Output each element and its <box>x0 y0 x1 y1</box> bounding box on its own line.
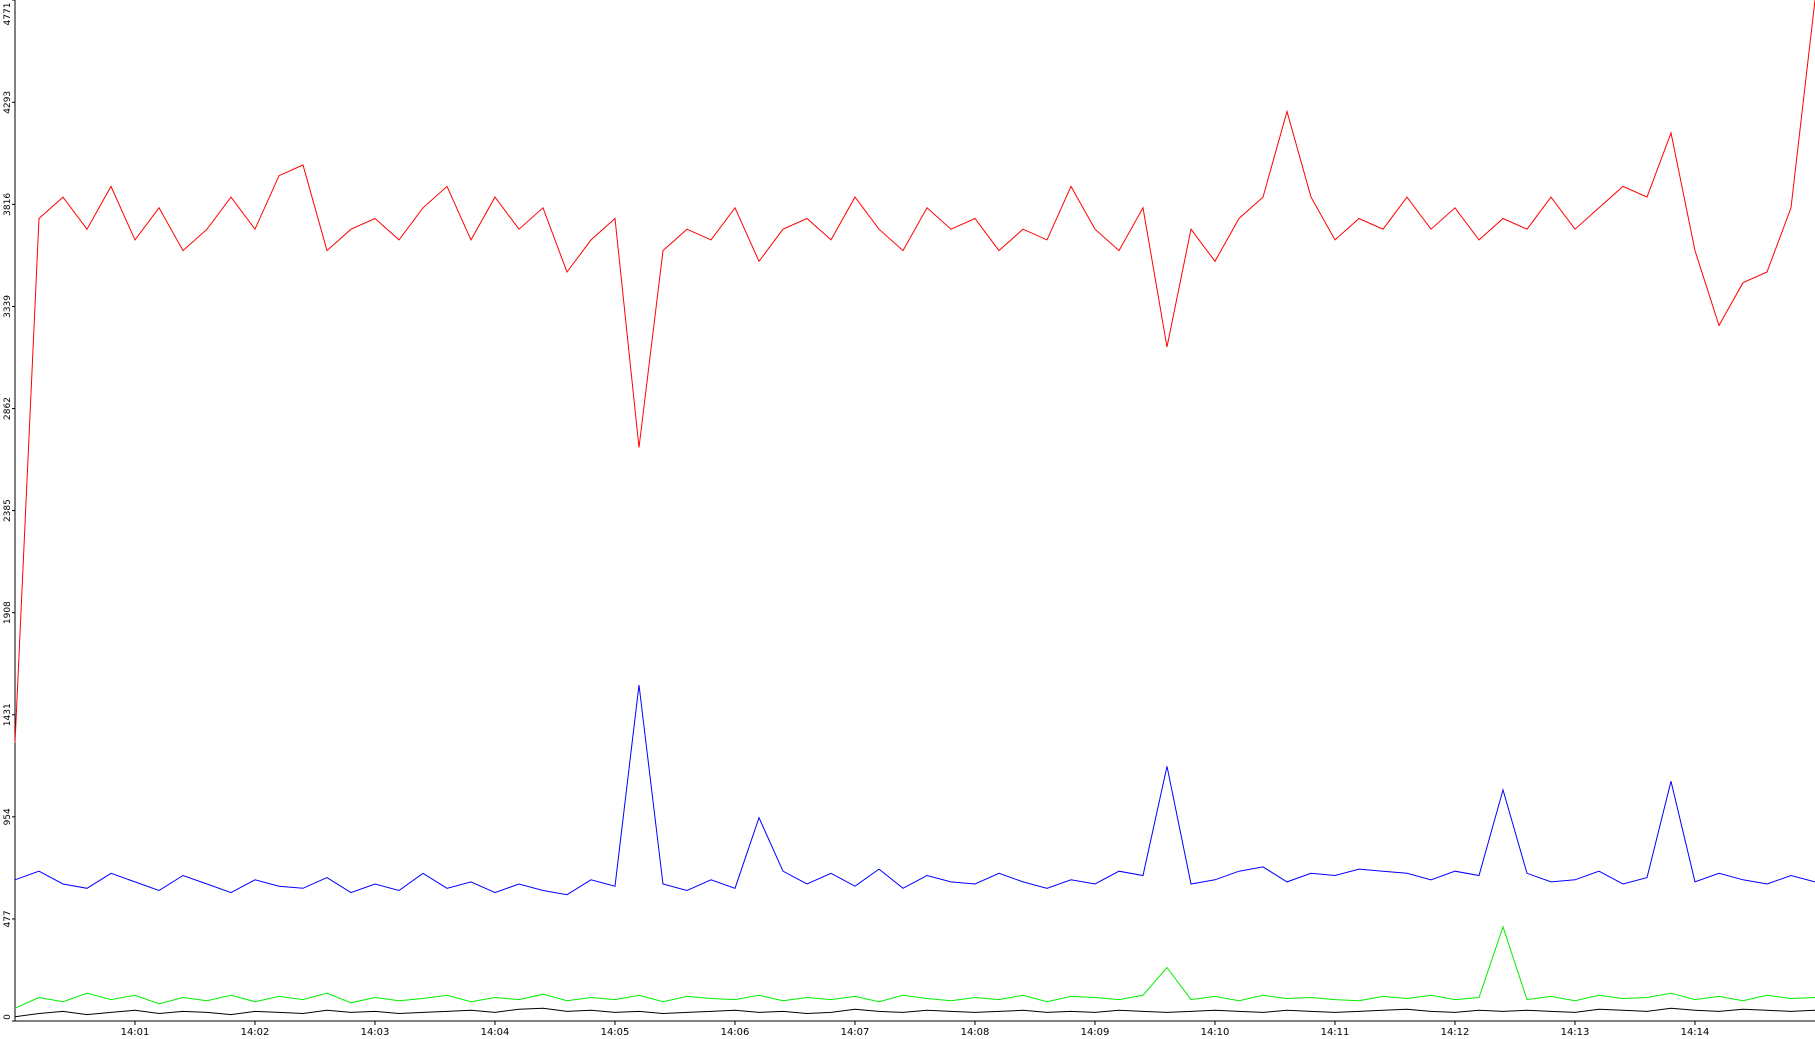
x-tick-label: 14:02 <box>241 1027 270 1038</box>
y-tick-label: 4293 <box>3 91 13 114</box>
series-line <box>14 1007 1815 1018</box>
series-line <box>14 925 1815 1009</box>
y-tick-label: 1431 <box>3 703 13 726</box>
x-tick-label: 14:05 <box>601 1027 630 1038</box>
x-tick-label: 14:11 <box>1321 1027 1350 1038</box>
y-tick-label: 1908 <box>3 601 13 624</box>
series-line <box>14 0 1815 743</box>
y-tick-label: 3816 <box>3 193 13 216</box>
x-tick-label: 14:04 <box>481 1027 510 1038</box>
x-tick-label: 14:09 <box>1081 1027 1110 1038</box>
x-tick-label: 14:03 <box>361 1027 390 1038</box>
y-tick-label: 4771 <box>3 3 13 26</box>
x-tick-label: 14:01 <box>121 1027 150 1038</box>
y-tick-label: 0 <box>3 1014 13 1020</box>
y-tick-label: 954 <box>3 808 13 825</box>
y-tick-label: 477 <box>3 910 13 927</box>
x-tick-label: 14:10 <box>1201 1027 1230 1038</box>
y-tick-label: 2862 <box>3 397 13 420</box>
x-tick-label: 14:06 <box>721 1027 750 1038</box>
y-tick-label: 2385 <box>3 499 13 522</box>
x-tick-label: 14:08 <box>961 1027 990 1038</box>
x-tick-label: 14:14 <box>1681 1027 1710 1038</box>
x-tick-label: 14:12 <box>1441 1027 1470 1038</box>
x-tick-label: 14:13 <box>1561 1027 1590 1038</box>
y-tick-label: 3339 <box>3 295 13 318</box>
series-line <box>14 684 1815 896</box>
x-tick-label: 14:07 <box>841 1027 870 1038</box>
